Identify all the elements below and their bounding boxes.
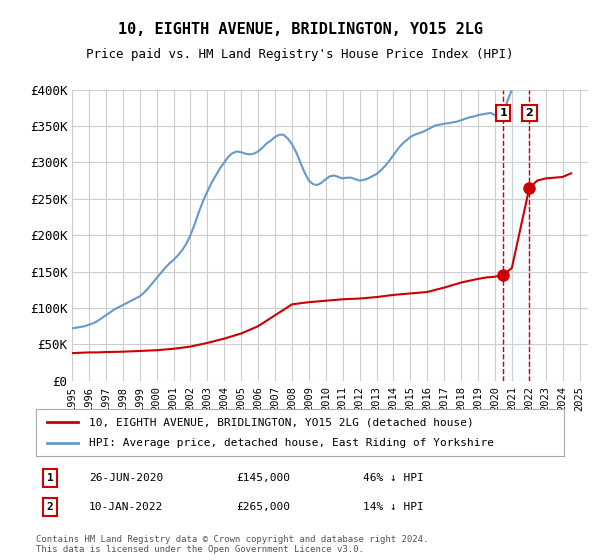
- Text: 10-JAN-2022: 10-JAN-2022: [89, 502, 163, 512]
- Text: 1: 1: [499, 108, 507, 118]
- Text: Price paid vs. HM Land Registry's House Price Index (HPI): Price paid vs. HM Land Registry's House …: [86, 48, 514, 60]
- Text: £265,000: £265,000: [236, 502, 290, 512]
- Text: HPI: Average price, detached house, East Riding of Yorkshire: HPI: Average price, detached house, East…: [89, 438, 494, 448]
- Bar: [503, 90, 529, 381]
- Text: 46% ↓ HPI: 46% ↓ HPI: [364, 473, 424, 483]
- Text: Contains HM Land Registry data © Crown copyright and database right 2024.
This d: Contains HM Land Registry data © Crown c…: [36, 535, 428, 554]
- Text: 2: 2: [526, 108, 533, 118]
- Text: 10, EIGHTH AVENUE, BRIDLINGTON, YO15 2LG (detached house): 10, EIGHTH AVENUE, BRIDLINGTON, YO15 2LG…: [89, 417, 473, 427]
- Text: 10, EIGHTH AVENUE, BRIDLINGTON, YO15 2LG: 10, EIGHTH AVENUE, BRIDLINGTON, YO15 2LG: [118, 22, 482, 38]
- Text: 26-JUN-2020: 26-JUN-2020: [89, 473, 163, 483]
- Text: £145,000: £145,000: [236, 473, 290, 483]
- Text: 14% ↓ HPI: 14% ↓ HPI: [364, 502, 424, 512]
- Text: 1: 1: [47, 473, 53, 483]
- Text: 2: 2: [47, 502, 53, 512]
